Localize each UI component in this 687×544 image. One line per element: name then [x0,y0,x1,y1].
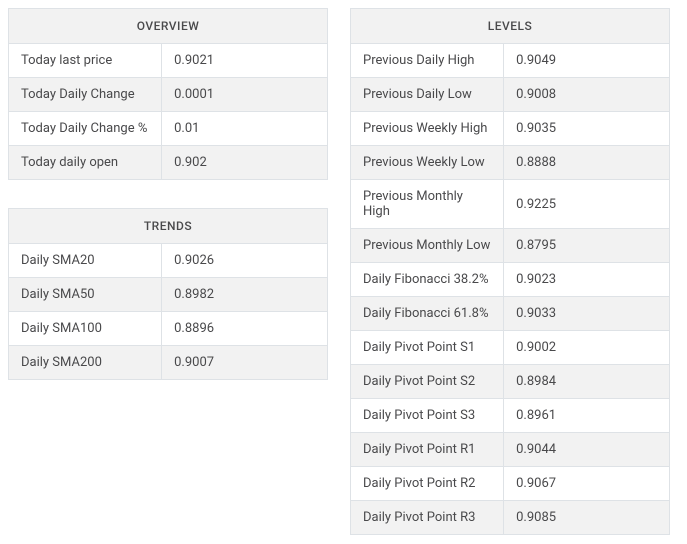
trends-table: TRENDS Daily SMA200.9026Daily SMA500.898… [8,208,328,380]
table-row: Today Daily Change %0.01 [9,112,328,146]
row-value: 0.8961 [504,399,670,433]
table-row: Daily SMA200.9026 [9,244,328,278]
trends-header: TRENDS [9,209,328,244]
table-row: Previous Weekly High0.9035 [351,112,670,146]
row-value: 0.9035 [504,112,670,146]
row-label: Previous Monthly High [351,180,504,229]
levels-body: Previous Daily High0.9049Previous Daily … [351,44,670,535]
row-label: Today daily open [9,146,162,180]
row-label: Daily Pivot Point S1 [351,331,504,365]
row-label: Daily SMA50 [9,278,162,312]
table-row: Daily Pivot Point R30.9085 [351,501,670,535]
row-label: Previous Monthly Low [351,229,504,263]
right-column: LEVELS Previous Daily High0.9049Previous… [350,8,670,535]
row-label: Daily Pivot Point R3 [351,501,504,535]
table-row: Daily Pivot Point S30.8961 [351,399,670,433]
row-value: 0.01 [162,112,328,146]
overview-body: Today last price0.9021Today Daily Change… [9,44,328,180]
row-value: 0.8888 [504,146,670,180]
row-label: Previous Weekly High [351,112,504,146]
levels-table: LEVELS Previous Daily High0.9049Previous… [350,8,670,535]
row-label: Daily SMA20 [9,244,162,278]
table-row: Daily SMA1000.8896 [9,312,328,346]
row-value: 0.9007 [162,346,328,380]
table-row: Daily SMA2000.9007 [9,346,328,380]
row-label: Daily Fibonacci 61.8% [351,297,504,331]
table-row: Daily Pivot Point R10.9044 [351,433,670,467]
table-row: Previous Daily Low0.9008 [351,78,670,112]
row-value: 0.9023 [504,263,670,297]
row-label: Today Daily Change [9,78,162,112]
row-value: 0.9002 [504,331,670,365]
overview-header: OVERVIEW [9,9,328,44]
table-row: Previous Weekly Low0.8888 [351,146,670,180]
table-row: Today daily open0.902 [9,146,328,180]
table-row: Daily SMA500.8982 [9,278,328,312]
table-row: Today Daily Change0.0001 [9,78,328,112]
row-label: Daily Pivot Point S2 [351,365,504,399]
row-value: 0.9021 [162,44,328,78]
overview-table: OVERVIEW Today last price0.9021Today Dai… [8,8,328,180]
levels-header: LEVELS [351,9,670,44]
trends-body: Daily SMA200.9026Daily SMA500.8982Daily … [9,244,328,380]
table-row: Daily Fibonacci 61.8%0.9033 [351,297,670,331]
row-value: 0.9026 [162,244,328,278]
row-value: 0.8982 [162,278,328,312]
row-label: Daily Pivot Point S3 [351,399,504,433]
table-row: Today last price0.9021 [9,44,328,78]
row-value: 0.902 [162,146,328,180]
table-row: Previous Daily High0.9049 [351,44,670,78]
row-value: 0.8795 [504,229,670,263]
left-column: OVERVIEW Today last price0.9021Today Dai… [8,8,328,535]
row-value: 0.0001 [162,78,328,112]
row-label: Daily Pivot Point R2 [351,467,504,501]
row-label: Today last price [9,44,162,78]
row-value: 0.9225 [504,180,670,229]
row-value: 0.9033 [504,297,670,331]
table-row: Previous Monthly High0.9225 [351,180,670,229]
table-row: Daily Fibonacci 38.2%0.9023 [351,263,670,297]
row-value: 0.9085 [504,501,670,535]
row-label: Previous Daily High [351,44,504,78]
row-value: 0.9049 [504,44,670,78]
tables-container: OVERVIEW Today last price0.9021Today Dai… [8,8,679,535]
table-row: Previous Monthly Low0.8795 [351,229,670,263]
row-label: Daily SMA200 [9,346,162,380]
row-label: Daily SMA100 [9,312,162,346]
row-value: 0.9067 [504,467,670,501]
row-label: Daily Pivot Point R1 [351,433,504,467]
row-label: Daily Fibonacci 38.2% [351,263,504,297]
row-value: 0.9044 [504,433,670,467]
row-label: Previous Daily Low [351,78,504,112]
table-row: Daily Pivot Point R20.9067 [351,467,670,501]
row-label: Previous Weekly Low [351,146,504,180]
row-value: 0.9008 [504,78,670,112]
row-value: 0.8896 [162,312,328,346]
row-label: Today Daily Change % [9,112,162,146]
row-value: 0.8984 [504,365,670,399]
table-row: Daily Pivot Point S20.8984 [351,365,670,399]
table-row: Daily Pivot Point S10.9002 [351,331,670,365]
